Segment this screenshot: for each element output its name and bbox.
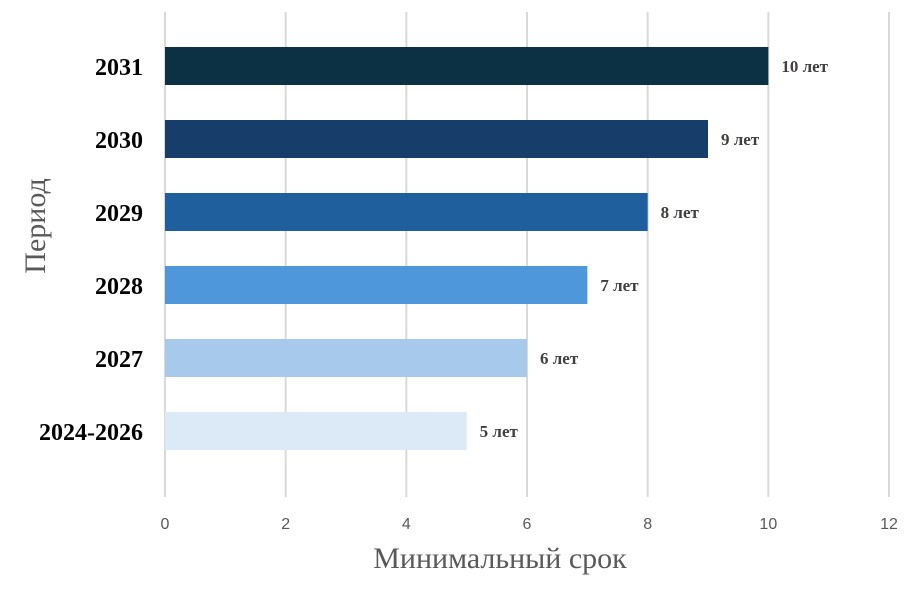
gridlines xyxy=(164,12,890,497)
bar xyxy=(165,266,588,304)
bar xyxy=(165,339,527,377)
category-label: 2029 xyxy=(95,201,143,227)
category-label: 2030 xyxy=(95,128,143,154)
x-tick-label: 0 xyxy=(161,516,170,533)
category-label: 2027 xyxy=(95,347,143,373)
data-label: 10 лет xyxy=(781,57,828,76)
bars xyxy=(165,47,769,450)
x-axis-title: Минимальный срок xyxy=(373,542,627,575)
data-label: 6 лет xyxy=(540,349,579,368)
category-label: 2028 xyxy=(95,274,143,300)
x-tick-label: 2 xyxy=(281,516,290,533)
category-label: 2031 xyxy=(95,55,143,81)
category-labels: 2024-2026 2027 2028 2029 2030 2031 xyxy=(39,55,143,446)
bar xyxy=(165,120,708,158)
x-tick-label: 4 xyxy=(402,516,411,533)
x-tick-labels: 0 2 4 6 8 10 12 xyxy=(161,516,898,533)
x-tick-label: 6 xyxy=(523,516,532,533)
data-label: 5 лет xyxy=(480,422,519,441)
data-label: 8 лет xyxy=(661,203,700,222)
bar xyxy=(165,193,648,231)
x-tick-label: 8 xyxy=(643,516,652,533)
data-label: 7 лет xyxy=(600,276,639,295)
data-label: 9 лет xyxy=(721,130,760,149)
x-tick-label: 10 xyxy=(759,516,777,533)
x-tick-label: 12 xyxy=(880,516,898,533)
y-axis-title: Период xyxy=(19,178,52,273)
bar xyxy=(165,47,769,85)
bar xyxy=(165,412,467,450)
category-label: 2024-2026 xyxy=(39,420,143,446)
data-labels: 5 лет 6 лет 7 лет 8 лет 9 лет 10 лет xyxy=(480,57,829,441)
